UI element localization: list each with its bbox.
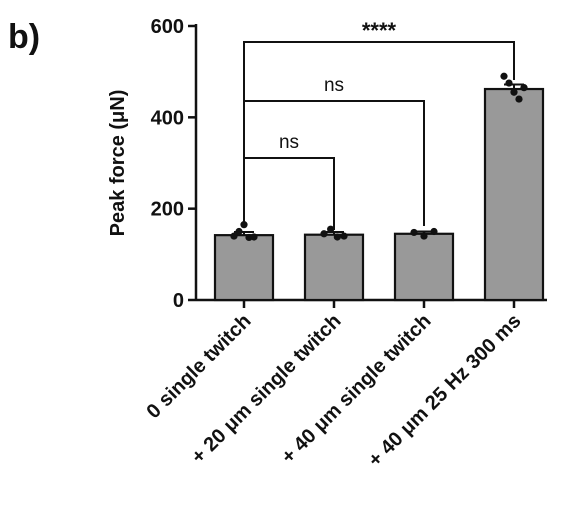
significance-brackets: ns ns **** xyxy=(243,18,515,230)
significance-label: ns xyxy=(324,75,344,96)
bar xyxy=(213,234,275,302)
data-point xyxy=(250,233,258,241)
data-point xyxy=(515,95,523,103)
y-tick-label: 600 xyxy=(151,16,184,38)
bar xyxy=(303,233,365,302)
category-label: + 20 μm single twitch xyxy=(187,310,345,468)
data-point xyxy=(340,232,348,240)
y-axis-title: Peak force (μN) xyxy=(107,90,129,237)
error-bars xyxy=(234,83,524,236)
data-point xyxy=(520,84,528,92)
significance-bracket xyxy=(243,41,515,222)
bar xyxy=(483,87,545,302)
category-label: + 40 μm 25 Hz 300 ms xyxy=(364,310,525,471)
significance-bracket xyxy=(243,157,335,230)
bars xyxy=(213,87,545,302)
data-point xyxy=(230,232,238,240)
category-labels: 0 single twitch+ 20 μm single twitch+ 40… xyxy=(143,310,526,471)
y-tick-label: 200 xyxy=(151,199,184,221)
y-tick-label: 400 xyxy=(151,107,184,129)
data-points xyxy=(230,72,528,242)
significance-label: ns xyxy=(279,132,299,153)
significance-label: **** xyxy=(362,18,397,43)
panel-label: b) xyxy=(8,18,41,56)
data-point xyxy=(333,233,341,241)
data-point xyxy=(420,232,428,240)
y-tick-label: 0 xyxy=(173,290,184,312)
category-label: + 40 μm single twitch xyxy=(277,310,435,468)
data-point xyxy=(240,221,248,229)
data-point xyxy=(510,88,518,96)
bar xyxy=(393,232,455,302)
data-point xyxy=(500,72,508,80)
data-point xyxy=(505,79,513,87)
